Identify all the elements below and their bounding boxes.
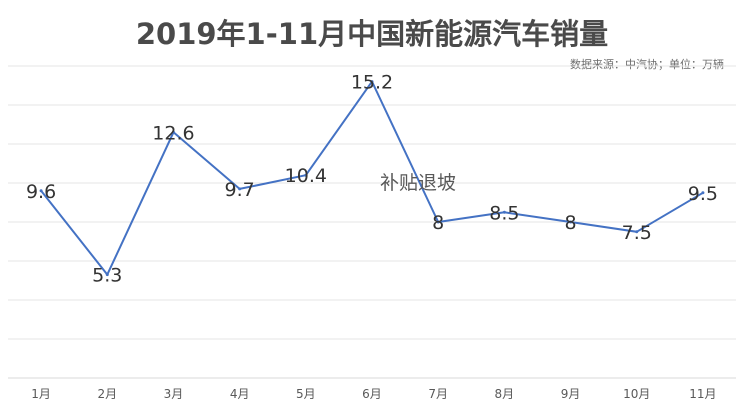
- data-point: [701, 191, 705, 195]
- gridlines: [8, 65, 736, 379]
- data-point: [635, 230, 639, 234]
- data-source-note: 数据来源：中汽协；单位：万辆: [570, 57, 724, 71]
- x-tick-label: 9月: [561, 387, 581, 401]
- data-label: 10.4: [285, 165, 327, 187]
- series-line: [40, 80, 704, 276]
- data-label: 8.5: [489, 202, 519, 224]
- data-label: 9.7: [225, 179, 255, 201]
- x-tick-label: 11月: [689, 387, 716, 401]
- subsidy-annotation: 补贴退坡: [380, 172, 456, 194]
- x-tick-label: 6月: [362, 387, 382, 401]
- data-label: 15.2: [351, 72, 393, 94]
- x-tick-label: 3月: [164, 387, 184, 401]
- data-label: 9.6: [26, 181, 56, 203]
- data-labels: 9.6 5.3 12.6 9.7 10.4 15.2 8 8.5 8 7.5 9.5: [26, 72, 718, 287]
- data-point: [105, 273, 109, 277]
- data-point: [569, 220, 573, 224]
- x-tick-label: 10月: [623, 387, 650, 401]
- x-tick-label: 2月: [97, 387, 117, 401]
- data-point: [304, 173, 308, 177]
- data-point: [370, 80, 374, 84]
- data-label: 9.5: [688, 183, 718, 205]
- x-tick-label: 8月: [495, 387, 515, 401]
- data-label: 8: [432, 212, 444, 234]
- chart-title: 2019年1-11月中国新能源汽车销量: [136, 17, 608, 51]
- data-label: 5.3: [92, 265, 122, 287]
- data-point: [436, 220, 440, 224]
- x-axis-ticks: 1月 2月 3月 4月 5月 6月 7月 8月 9月 10月 11月: [31, 387, 716, 401]
- x-tick-label: 7月: [428, 387, 448, 401]
- x-tick-label: 5月: [296, 387, 316, 401]
- series-line-group: [39, 80, 705, 277]
- data-point: [171, 130, 175, 134]
- x-tick-label: 4月: [230, 387, 250, 401]
- data-point: [238, 187, 242, 191]
- data-label: 7.5: [622, 222, 652, 244]
- data-label: 12.6: [152, 122, 194, 144]
- data-point: [39, 189, 43, 193]
- x-tick-label: 1月: [31, 387, 51, 401]
- data-label: 8: [564, 212, 576, 234]
- data-point: [502, 210, 506, 214]
